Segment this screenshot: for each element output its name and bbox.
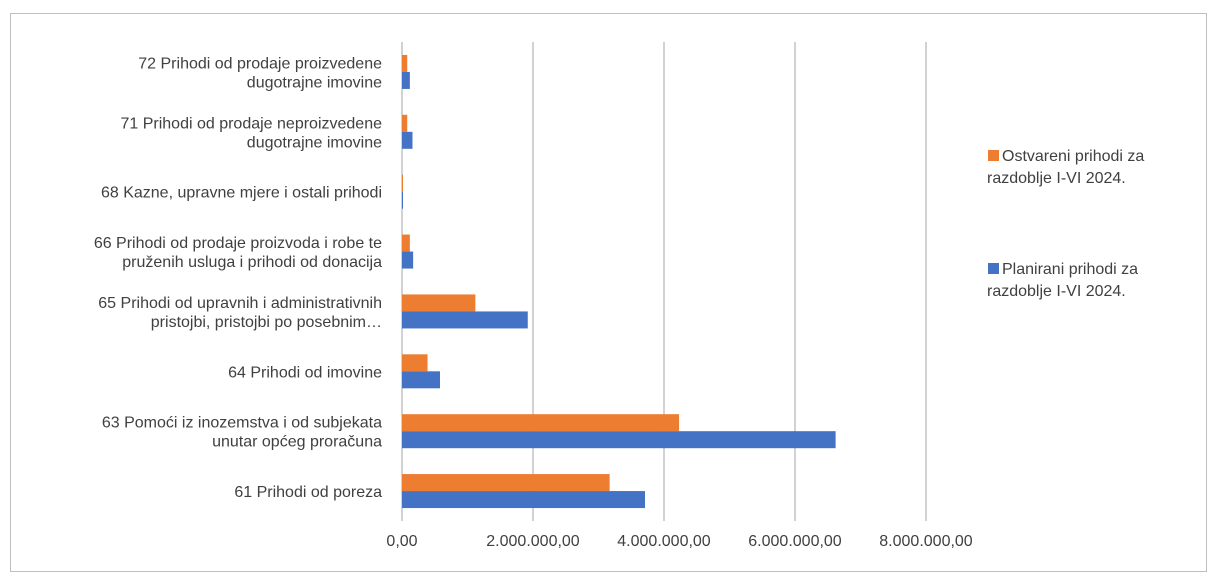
bar <box>402 491 646 509</box>
category-label: 71 Prihodi od prodaje neproizvedene dugot… <box>120 115 382 151</box>
bar <box>402 311 528 329</box>
x-tick-label: 2.000.000,00 <box>486 533 580 550</box>
bar <box>402 174 403 192</box>
category-label: 68 Kazne, upravne mjere i ostali prihodi <box>101 185 382 202</box>
legend-swatch <box>988 263 999 274</box>
legend-swatch <box>988 150 999 161</box>
legend-label: Ostvareni prihodi za razdoblje I-VI 2024. <box>987 148 1144 187</box>
bar <box>402 191 403 209</box>
bar <box>402 251 414 269</box>
bar <box>402 354 428 372</box>
bar <box>402 131 413 149</box>
category-label: 72 Prihodi od prodaje proizvedene dugotra… <box>138 55 382 91</box>
category-label: 66 Prihodi od prodaje proizvoda i robe t… <box>94 235 382 271</box>
category-label: 63 Pomoći iz inozemstva i od subjekata un… <box>102 415 382 451</box>
x-tick-label: 4.000.000,00 <box>617 533 711 550</box>
legend-label: Planirani prihodi za razdoblje I-VI 2024. <box>987 261 1138 300</box>
bar <box>402 371 440 389</box>
bar <box>402 114 408 132</box>
x-tick-label: 0,00 <box>386 533 417 550</box>
category-label: 64 Prihodi od imovine <box>228 364 382 381</box>
bar <box>402 414 680 432</box>
bar <box>402 474 610 492</box>
chart-frame <box>10 13 1207 572</box>
bar <box>402 431 836 449</box>
bar <box>402 54 408 72</box>
x-tick-label: 8.000.000,00 <box>879 533 973 550</box>
x-tick-label: 6.000.000,00 <box>748 533 842 550</box>
category-label: 61 Prihodi od poreza <box>234 484 382 501</box>
bar <box>402 71 410 89</box>
bar <box>402 234 410 252</box>
bar <box>402 294 476 312</box>
category-label: 65 Prihodi od upravnih i administrativni… <box>98 295 382 331</box>
